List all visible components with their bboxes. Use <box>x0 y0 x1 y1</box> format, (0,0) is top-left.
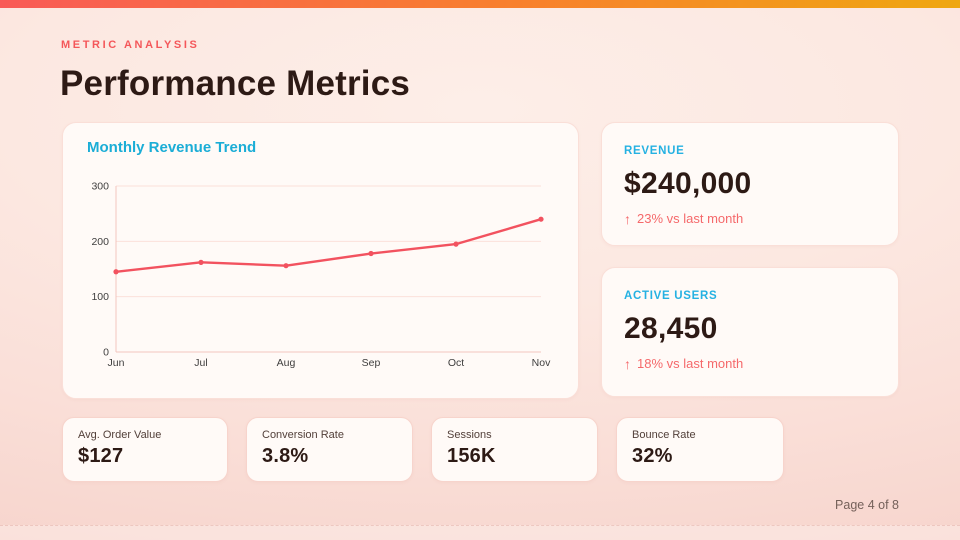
stat-card-revenue: REVENUE $240,000 ↑ 23% vs last month <box>601 122 899 246</box>
mini-card-label: Bounce Rate <box>632 429 696 441</box>
bottom-divider <box>0 525 960 540</box>
svg-text:Jul: Jul <box>194 357 207 369</box>
mini-card-label: Avg. Order Value <box>78 429 162 441</box>
mini-card-value: 32% <box>632 445 673 467</box>
mini-card-value: 156K <box>447 445 496 467</box>
stat-value: $240,000 <box>624 167 752 200</box>
svg-text:Sep: Sep <box>362 357 381 369</box>
mini-card-value: 3.8% <box>262 445 309 467</box>
stat-value: 28,450 <box>624 312 718 345</box>
svg-text:300: 300 <box>91 181 109 193</box>
up-arrow-icon: ↑ <box>624 355 631 372</box>
up-arrow-icon: ↑ <box>624 210 631 227</box>
mini-card-avg-order-value: Avg. Order Value $127 <box>62 417 228 482</box>
svg-text:0: 0 <box>103 347 109 359</box>
svg-text:Oct: Oct <box>448 357 464 369</box>
mini-card-value: $127 <box>78 445 124 467</box>
stat-delta: ↑ 18% vs last month <box>624 356 876 371</box>
mini-card-sessions: Sessions 156K <box>431 417 598 482</box>
chart-title: Monthly Revenue Trend <box>87 139 257 156</box>
page-indicator: Page 4 of 8 <box>835 498 899 512</box>
mini-card-bounce-rate: Bounce Rate 32% <box>616 417 784 482</box>
stat-delta-text: 18% vs last month <box>637 356 744 371</box>
top-accent-bar <box>0 0 960 8</box>
svg-text:200: 200 <box>91 236 109 248</box>
mini-card-label: Conversion Rate <box>262 429 344 441</box>
stat-card-active-users: ACTIVE USERS 28,450 ↑ 18% vs last month <box>601 267 899 397</box>
monthly-revenue-chart-card: 0 100 200 300 Jun Jul Aug Sep Oct Nov Monthly Rev… <box>62 122 579 399</box>
svg-text:Nov: Nov <box>532 357 551 369</box>
stat-label: REVENUE <box>624 145 685 157</box>
stat-label: ACTIVE USERS <box>624 290 718 302</box>
stat-delta-text: 23% vs last month <box>637 211 744 226</box>
revenue-line-chart: 0 100 200 300 Jun Jul Aug Sep Oct Nov <box>91 181 551 370</box>
section-eyebrow: METRIC ANALYSIS <box>61 39 200 51</box>
page-title: Performance Metrics <box>60 64 411 103</box>
stat-delta: ↑ 23% vs last month <box>624 211 876 226</box>
svg-text:Jun: Jun <box>108 357 125 369</box>
mini-card-label: Sessions <box>447 429 492 441</box>
mini-card-conversion-rate: Conversion Rate 3.8% <box>246 417 413 482</box>
svg-text:100: 100 <box>91 291 109 303</box>
svg-text:Aug: Aug <box>277 357 296 369</box>
